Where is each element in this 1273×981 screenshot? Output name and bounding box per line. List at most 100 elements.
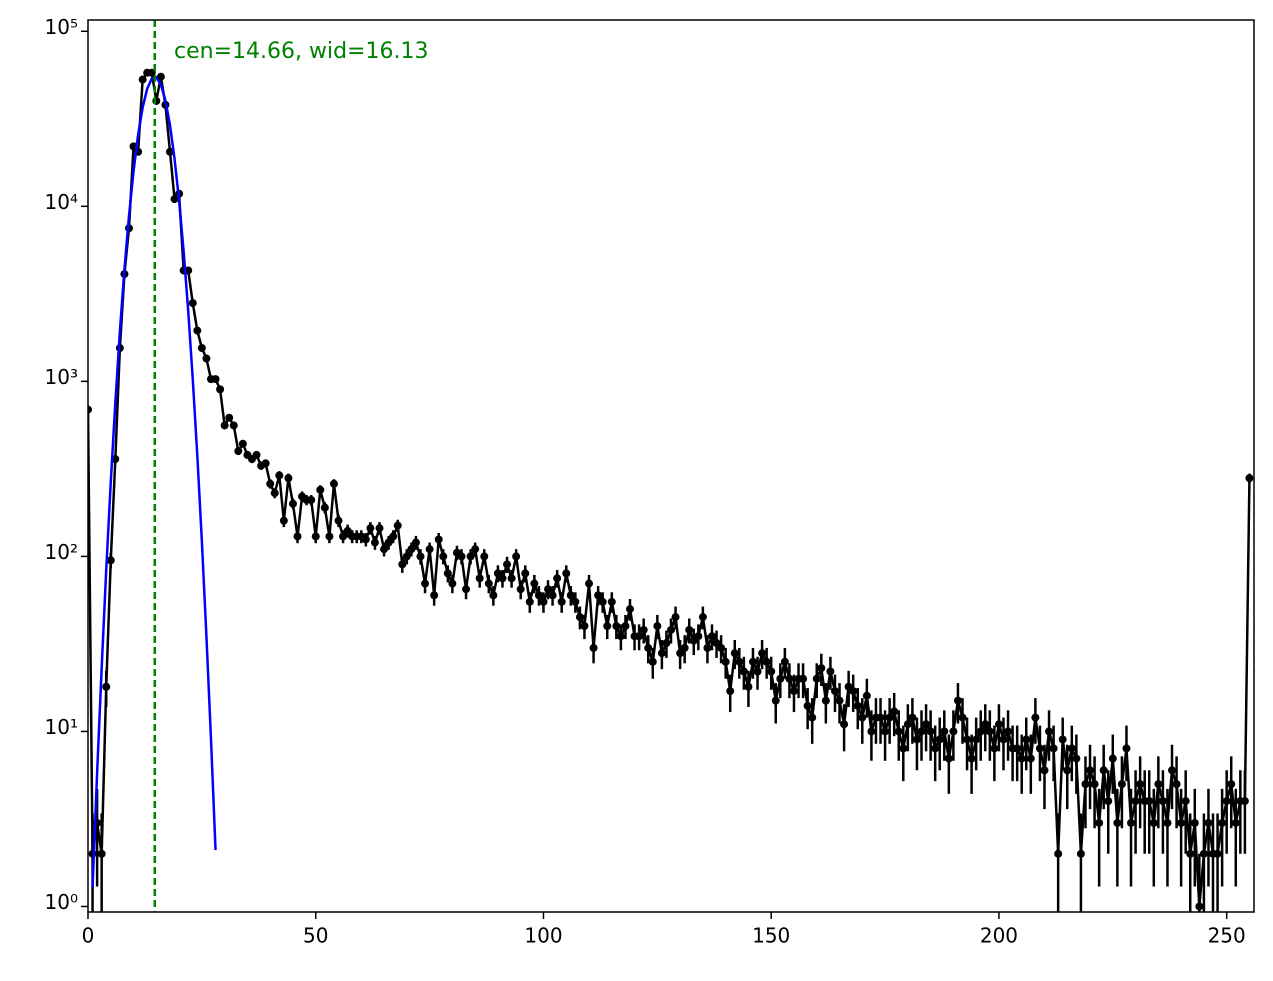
data-point	[735, 657, 744, 666]
data-point	[380, 545, 389, 554]
data-point	[284, 474, 293, 483]
data-point	[407, 545, 416, 554]
data-point	[393, 521, 402, 530]
data-point	[748, 657, 757, 666]
data-point	[862, 691, 871, 700]
data-point	[1190, 818, 1199, 827]
data-point	[671, 613, 680, 622]
data-point	[389, 532, 398, 541]
data-point	[976, 727, 985, 736]
y-tick-label: 10⁵	[45, 15, 78, 39]
data-point	[1131, 797, 1140, 806]
data-point	[238, 439, 247, 448]
data-point	[935, 735, 944, 744]
data-point	[1136, 780, 1145, 789]
data-point	[311, 532, 320, 541]
data-point	[366, 524, 375, 533]
data-point	[384, 538, 393, 547]
data-point	[516, 585, 525, 594]
y-tick-label: 10³	[45, 365, 78, 389]
data-point	[1186, 849, 1195, 858]
data-point	[867, 727, 876, 736]
data-point	[466, 552, 475, 561]
data-point	[307, 496, 316, 505]
data-point	[106, 556, 115, 565]
data-point	[1067, 744, 1076, 753]
data-point	[1145, 797, 1154, 806]
data-point	[1227, 780, 1236, 789]
data-point	[575, 613, 584, 622]
data-point	[808, 713, 817, 722]
data-point	[544, 585, 553, 594]
data-point	[1104, 797, 1113, 806]
data-point	[234, 447, 243, 456]
data-point	[585, 579, 594, 588]
data-point	[534, 591, 543, 600]
data-point	[430, 591, 439, 600]
data-point	[958, 713, 967, 722]
data-point	[1095, 818, 1104, 827]
data-point	[375, 524, 384, 533]
data-point	[922, 720, 931, 729]
data-point	[443, 569, 452, 578]
data-point	[616, 632, 625, 641]
data-point	[1031, 713, 1040, 722]
data-point	[138, 75, 147, 84]
data-point	[320, 503, 329, 512]
data-point	[598, 597, 607, 606]
data-point	[817, 664, 826, 673]
data-point	[981, 720, 990, 729]
x-tick-label: 100	[524, 924, 562, 948]
data-point	[758, 649, 767, 658]
data-point	[771, 696, 780, 705]
data-point	[580, 622, 589, 631]
data-point	[571, 597, 580, 606]
data-point	[557, 597, 566, 606]
data-point	[639, 625, 648, 634]
data-point	[594, 591, 603, 600]
data-point	[1149, 818, 1158, 827]
data-point	[899, 744, 908, 753]
data-point	[275, 471, 284, 480]
data-point	[270, 489, 279, 498]
data-point	[1218, 818, 1227, 827]
data-point	[944, 754, 953, 763]
data-point	[926, 727, 935, 736]
data-point	[480, 552, 489, 561]
data-point	[216, 385, 225, 394]
data-point	[840, 720, 849, 729]
data-point	[170, 195, 179, 204]
data-point	[994, 720, 1003, 729]
data-point	[908, 713, 917, 722]
y-tick-label: 10⁰	[45, 890, 78, 914]
data-point	[821, 696, 830, 705]
data-point	[990, 744, 999, 753]
data-point	[667, 625, 675, 634]
data-point	[1177, 818, 1186, 827]
data-point	[680, 643, 689, 652]
data-point	[703, 643, 712, 652]
data-point	[931, 744, 940, 753]
data-point	[698, 613, 707, 622]
plot-area	[88, 20, 1254, 912]
data-point	[288, 499, 297, 508]
data-point	[325, 532, 334, 541]
data-point	[940, 727, 949, 736]
data-point	[1081, 780, 1090, 789]
x-tick-label: 250	[1208, 924, 1246, 948]
x-tick-label: 50	[303, 924, 328, 948]
data-point	[471, 545, 480, 554]
data-point	[1026, 754, 1035, 763]
x-tick-label: 0	[82, 924, 95, 948]
data-point	[329, 479, 338, 488]
data-point	[484, 579, 493, 588]
data-point	[785, 674, 794, 683]
data-point	[193, 326, 202, 335]
axes-frame	[87, 19, 1255, 913]
data-point	[197, 344, 206, 353]
data-line	[88, 71, 1251, 907]
data-point	[1245, 474, 1254, 483]
data-point	[653, 622, 662, 631]
data-point	[370, 538, 379, 547]
data-point	[953, 696, 962, 705]
